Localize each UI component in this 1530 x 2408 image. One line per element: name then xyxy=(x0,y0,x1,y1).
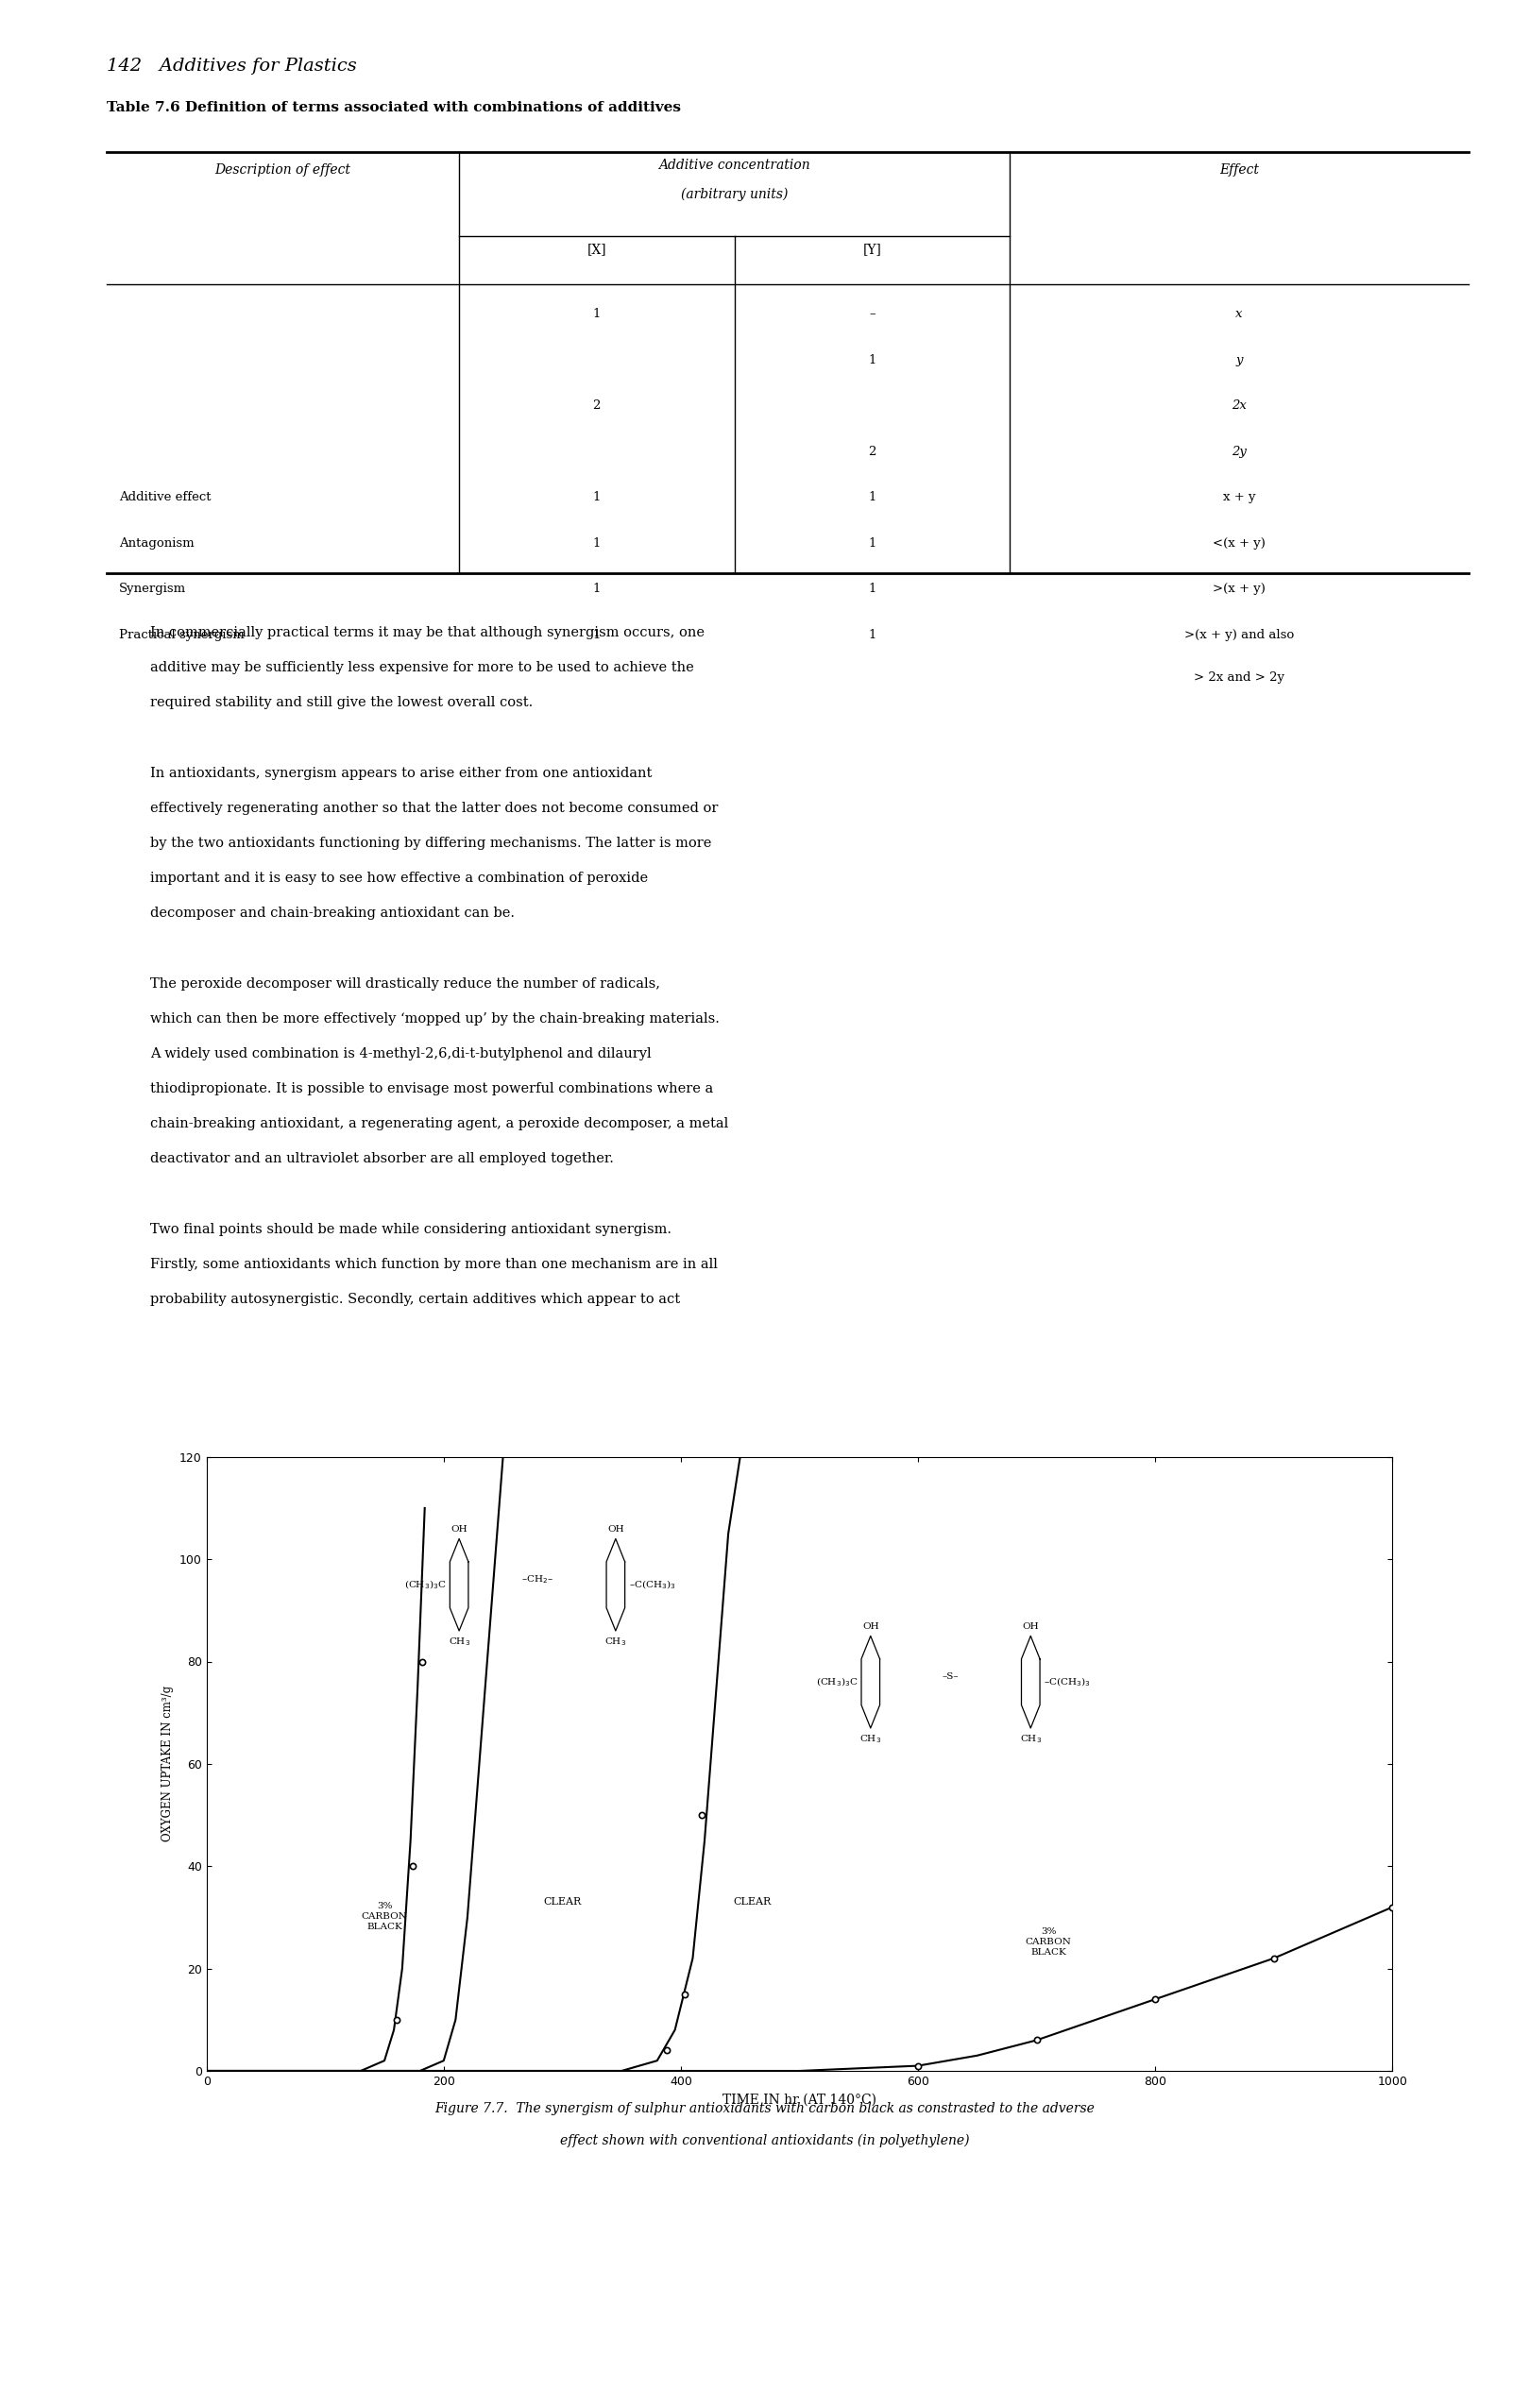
Text: 3%
CARBON
BLACK: 3% CARBON BLACK xyxy=(1025,1926,1071,1958)
Text: [Y]: [Y] xyxy=(863,243,881,255)
Text: 1: 1 xyxy=(868,537,877,549)
Text: probability autosynergistic. Secondly, certain additives which appear to act: probability autosynergistic. Secondly, c… xyxy=(150,1293,679,1305)
Text: OH: OH xyxy=(1022,1623,1039,1630)
Text: –C(CH$_3$)$_3$: –C(CH$_3$)$_3$ xyxy=(1043,1676,1091,1688)
Text: 1: 1 xyxy=(592,308,601,320)
Text: CH$_3$: CH$_3$ xyxy=(604,1635,627,1647)
X-axis label: TIME IN hr (AT 140°C): TIME IN hr (AT 140°C) xyxy=(722,2093,877,2107)
Text: 2x: 2x xyxy=(1232,400,1247,412)
Text: CLEAR: CLEAR xyxy=(733,1898,771,1907)
Text: 1: 1 xyxy=(592,537,601,549)
Y-axis label: OXYGEN UPTAKE IN cm³/g: OXYGEN UPTAKE IN cm³/g xyxy=(162,1686,174,1842)
Text: 142   Additives for Plastics: 142 Additives for Plastics xyxy=(107,58,356,75)
Text: x + y: x + y xyxy=(1222,491,1256,503)
Text: Synergism: Synergism xyxy=(119,583,187,595)
Text: Additive effect: Additive effect xyxy=(119,491,211,503)
Text: 1: 1 xyxy=(592,583,601,595)
Text: 1: 1 xyxy=(592,491,601,503)
Text: deactivator and an ultraviolet absorber are all employed together.: deactivator and an ultraviolet absorber … xyxy=(150,1153,614,1165)
Text: >(x + y): >(x + y) xyxy=(1213,583,1265,595)
Text: Figure 7.7.  The synergism of sulphur antioxidants with carbon black as constras: Figure 7.7. The synergism of sulphur ant… xyxy=(435,2102,1095,2114)
Text: OH: OH xyxy=(607,1524,624,1534)
Text: chain-breaking antioxidant, a regenerating agent, a peroxide decomposer, a metal: chain-breaking antioxidant, a regenerati… xyxy=(150,1117,728,1129)
Text: >(x + y) and also: >(x + y) and also xyxy=(1184,628,1294,641)
Text: –: – xyxy=(869,308,875,320)
Text: –S–: –S– xyxy=(942,1674,959,1681)
Text: (arbitrary units): (arbitrary units) xyxy=(681,188,788,202)
Text: In antioxidants, synergism appears to arise either from one antioxidant: In antioxidants, synergism appears to ar… xyxy=(150,766,652,780)
Text: Two final points should be made while considering antioxidant synergism.: Two final points should be made while co… xyxy=(150,1223,672,1235)
Text: –C(CH$_3$)$_3$: –C(CH$_3$)$_3$ xyxy=(629,1577,675,1592)
Text: 2: 2 xyxy=(868,445,877,458)
Text: CH$_3$: CH$_3$ xyxy=(448,1635,470,1647)
Text: [X]: [X] xyxy=(588,243,606,255)
Text: effect shown with conventional antioxidants (in polyethylene): effect shown with conventional antioxida… xyxy=(560,2133,970,2148)
Text: 1: 1 xyxy=(868,628,877,641)
Text: 2: 2 xyxy=(592,400,601,412)
Text: by the two antioxidants functioning by differing mechanisms. The latter is more: by the two antioxidants functioning by d… xyxy=(150,838,711,850)
Text: 3%
CARBON
BLACK: 3% CARBON BLACK xyxy=(361,1902,407,1931)
Text: In commercially practical terms it may be that although synergism occurs, one: In commercially practical terms it may b… xyxy=(150,626,704,638)
Text: A widely used combination is 4-methyl-2,6,di-t-butylphenol and dilauryl: A widely used combination is 4-methyl-2,… xyxy=(150,1047,652,1060)
Text: thiodipropionate. It is possible to envisage most powerful combinations where a: thiodipropionate. It is possible to envi… xyxy=(150,1084,713,1096)
Text: CH$_3$: CH$_3$ xyxy=(1019,1734,1042,1746)
Text: CLEAR: CLEAR xyxy=(543,1898,581,1907)
Text: Description of effect: Description of effect xyxy=(216,164,350,176)
Text: (CH$_3$)$_3$C: (CH$_3$)$_3$C xyxy=(404,1577,447,1592)
Text: Additive concentration: Additive concentration xyxy=(658,159,811,171)
Text: > 2x and > 2y: > 2x and > 2y xyxy=(1193,672,1285,684)
Text: Antagonism: Antagonism xyxy=(119,537,194,549)
Text: CH$_3$: CH$_3$ xyxy=(860,1734,881,1746)
Text: (CH$_3$)$_3$C: (CH$_3$)$_3$C xyxy=(815,1676,857,1688)
Text: 1: 1 xyxy=(592,628,601,641)
Text: Firstly, some antioxidants which function by more than one mechanism are in all: Firstly, some antioxidants which functio… xyxy=(150,1257,718,1271)
Text: y: y xyxy=(1236,354,1242,366)
Text: Table 7.6 Definition of terms associated with combinations of additives: Table 7.6 Definition of terms associated… xyxy=(107,101,681,113)
Text: 1: 1 xyxy=(868,583,877,595)
Text: <(x + y): <(x + y) xyxy=(1213,537,1265,549)
Text: 1: 1 xyxy=(868,354,877,366)
Text: effectively regenerating another so that the latter does not become consumed or: effectively regenerating another so that… xyxy=(150,802,718,814)
Text: important and it is easy to see how effective a combination of peroxide: important and it is easy to see how effe… xyxy=(150,872,647,884)
Text: Practical synergism: Practical synergism xyxy=(119,628,245,641)
Text: OH: OH xyxy=(451,1524,468,1534)
Text: required stability and still give the lowest overall cost.: required stability and still give the lo… xyxy=(150,696,532,708)
Text: 1: 1 xyxy=(868,491,877,503)
Text: OH: OH xyxy=(863,1623,878,1630)
Text: Effect: Effect xyxy=(1219,164,1259,176)
Text: The peroxide decomposer will drastically reduce the number of radicals,: The peroxide decomposer will drastically… xyxy=(150,978,659,990)
Text: –CH$_2$–: –CH$_2$– xyxy=(522,1572,554,1587)
Text: x: x xyxy=(1236,308,1242,320)
Text: 2y: 2y xyxy=(1232,445,1247,458)
Text: decomposer and chain-breaking antioxidant can be.: decomposer and chain-breaking antioxidan… xyxy=(150,908,514,920)
Text: which can then be more effectively ‘mopped up’ by the chain-breaking materials.: which can then be more effectively ‘mopp… xyxy=(150,1011,719,1026)
Text: additive may be sufficiently less expensive for more to be used to achieve the: additive may be sufficiently less expens… xyxy=(150,660,693,674)
